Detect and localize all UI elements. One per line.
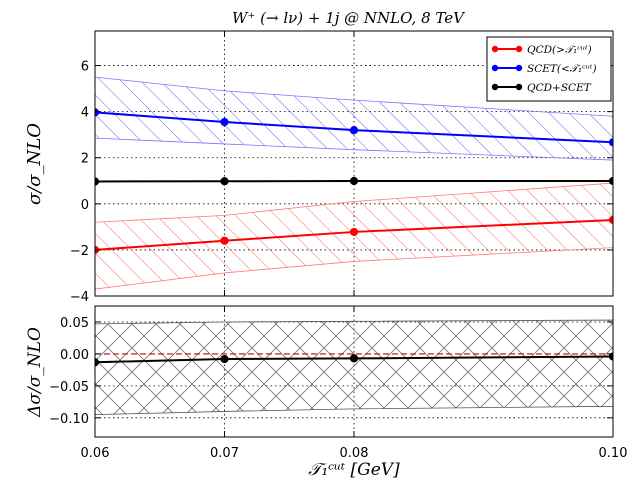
x-tick-label: 0.06 [81,446,110,461]
legend-swatch-marker [492,46,498,52]
x-tick-label: 0.07 [210,446,239,461]
bottom-y-tick-label: 0.00 [60,348,89,363]
bottom-y-axis-label: Δσ/σ_NLO [25,327,45,418]
x-axis-label: 𝒯₁ᶜᵘᵗ [GeV] [308,460,400,480]
legend: QCD(>𝒯₁ᶜᵘᵗ) SCET(<𝒯₁ᶜᵘᵗ) QCD+SCET [487,37,611,101]
bottom-y-tick-label: −0.10 [49,412,89,427]
top-data-point [221,118,228,125]
chart-title: W⁺ (→ lν) + 1j @ NNLO, 8 TeV [232,9,466,27]
bottom-data-point [221,355,228,362]
bottom-panel: 0.05 0.00 −0.05 −0.10 0.06 0.07 0.08 0.10 Δσ/σ… [25,306,627,461]
top-data-point [221,237,228,244]
top-panel: 6 4 2 0 −2 −4 σ/σ_NLO QCD(>𝒯₁ᶜᵘᵗ) SCET(<𝒯₁ᶜᵘᵗ)… [24,31,617,305]
top-y-tick-label: 6 [81,60,89,75]
legend-label: QCD(>𝒯₁ᶜᵘᵗ) [527,44,592,56]
legend-swatch-marker [516,65,522,71]
x-tick-label: 0.08 [340,446,369,461]
legend-swatch-marker [492,84,498,90]
top-y-tick-label: −2 [70,244,89,259]
top-data-point [221,178,228,185]
top-data-point [350,228,357,235]
bottom-uncertainty-band [95,320,613,415]
top-data-point [350,177,357,184]
legend-label: QCD+SCET [527,82,592,94]
legend-label: SCET(<𝒯₁ᶜᵘᵗ) [527,63,597,75]
top-y-axis-label: σ/σ_NLO [24,123,45,205]
top-y-tick-label: 4 [81,106,89,121]
bottom-data-point [350,355,357,362]
top-y-tick-label: 2 [81,152,89,167]
top-y-tick-label: −4 [70,290,89,305]
x-tick-label: 0.10 [599,446,628,461]
bottom-y-tick-label: 0.05 [60,316,89,331]
legend-swatch-marker [492,65,498,71]
top-data-point [350,126,357,133]
legend-swatch-marker [516,46,522,52]
top-y-tick-label: 0 [81,198,89,213]
legend-swatch-marker [516,84,522,90]
bottom-bands [95,320,613,415]
bottom-y-tick-label: −0.05 [49,380,89,395]
